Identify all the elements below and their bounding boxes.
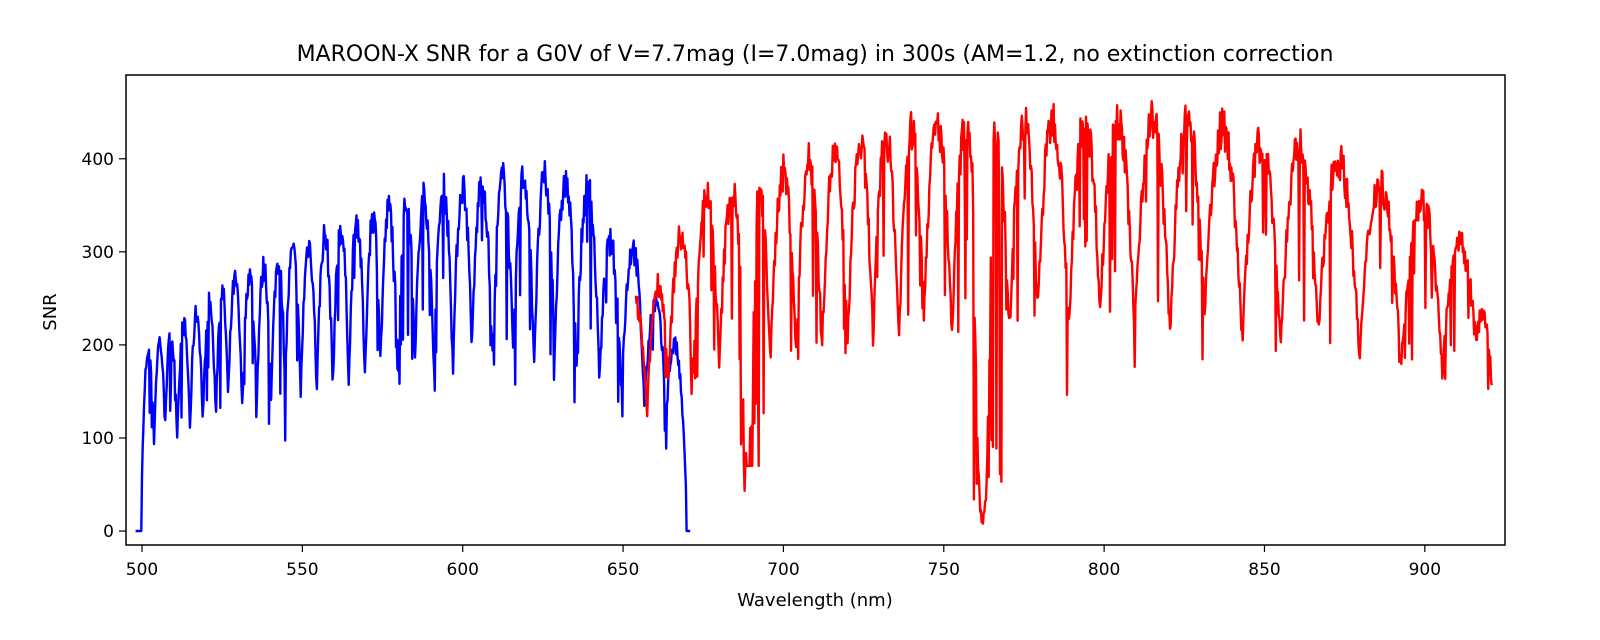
red-arm-series-line xyxy=(634,100,1493,525)
x-tick-label: 500 xyxy=(126,560,158,580)
y-axis: 0 100 200 300 400 xyxy=(82,150,126,542)
y-tick-label: 300 xyxy=(82,243,114,263)
series-layer xyxy=(135,100,1493,533)
blue-arm-series-line xyxy=(135,160,691,533)
x-tick-label: 550 xyxy=(286,560,318,580)
y-tick-label: 0 xyxy=(103,522,114,542)
x-tick-label: 800 xyxy=(1088,560,1120,580)
plot-frame xyxy=(125,74,1506,546)
x-tick-label: 600 xyxy=(447,560,479,580)
x-axis: 500 550 600 650 700 750 800 850 900 xyxy=(126,545,1441,580)
x-tick-label: 900 xyxy=(1409,560,1441,580)
chart-title: MAROON-X SNR for a G0V of V=7.7mag (I=7.… xyxy=(297,42,1334,67)
y-tick-label: 200 xyxy=(82,336,114,356)
y-tick-label: 400 xyxy=(82,150,114,170)
y-axis-title: SNR xyxy=(40,293,61,330)
x-tick-label: 750 xyxy=(928,560,960,580)
x-tick-label: 700 xyxy=(767,560,799,580)
y-tick-label: 100 xyxy=(82,429,114,449)
x-tick-label: 850 xyxy=(1248,560,1280,580)
x-tick-label: 650 xyxy=(607,560,639,580)
x-axis-title: Wavelength (nm) xyxy=(737,590,893,611)
